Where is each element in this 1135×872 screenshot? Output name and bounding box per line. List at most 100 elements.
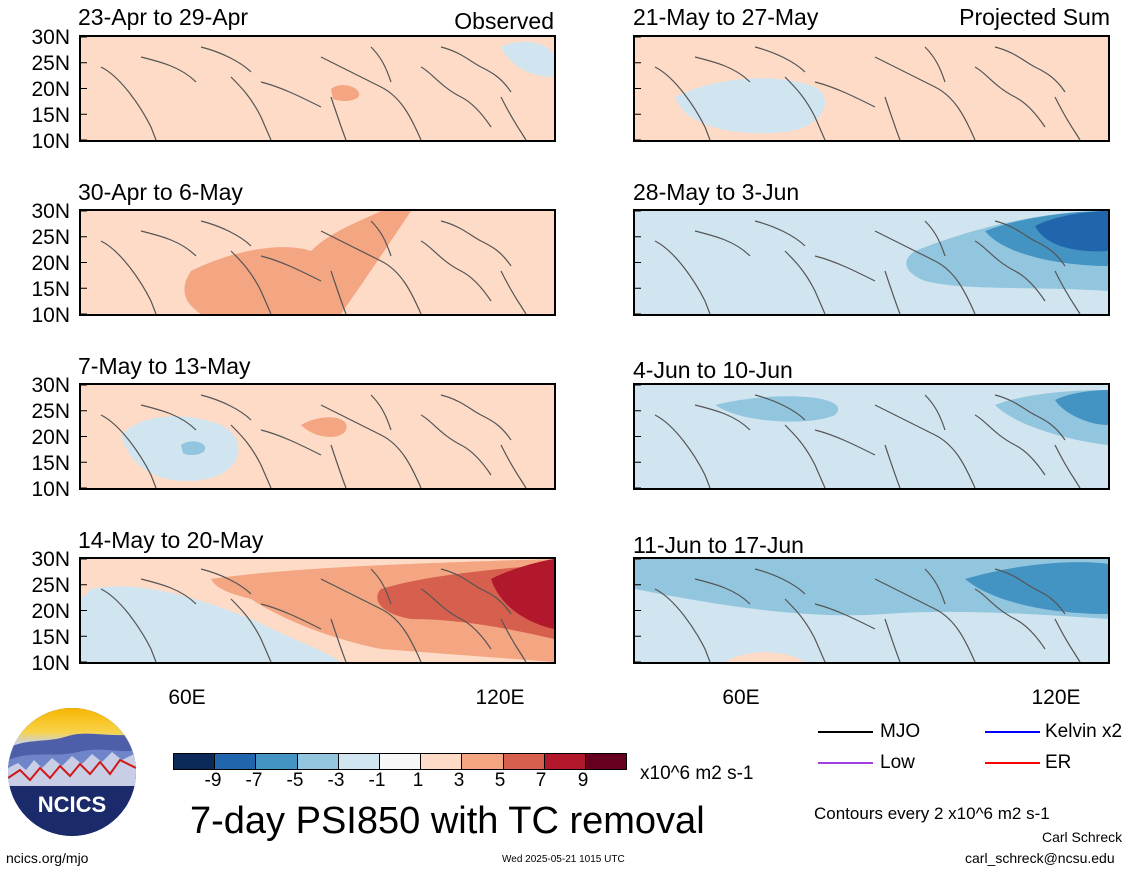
logo-text: NCICS (38, 792, 106, 817)
panel-title: 30-Apr to 6-May (78, 179, 243, 205)
panel-title: 23-Apr to 29-Apr (78, 4, 249, 30)
anomaly-contour-fill (965, 562, 1108, 614)
coastline (814, 81, 876, 108)
lat-label: 30N (31, 200, 70, 223)
anomaly-contour-fill (715, 390, 1108, 445)
colorbar-tick: -1 (368, 770, 386, 791)
anomaly-contour-fill (81, 586, 341, 662)
legend-label-er: ER (1045, 752, 1072, 773)
coastline (754, 394, 806, 421)
coastline (974, 240, 1046, 302)
anomaly-contour-fill (1035, 211, 1108, 252)
map-svg (635, 559, 1108, 662)
colorbar-segment (215, 754, 257, 769)
legend-line-low (818, 762, 873, 764)
coastline (500, 270, 527, 314)
anomaly-contour-fill (181, 441, 206, 455)
panel-title: 7-May to 13-May (78, 353, 251, 379)
coastline (654, 588, 711, 662)
coastline (100, 588, 157, 662)
colorbar-segment (256, 754, 298, 769)
coastline (140, 578, 197, 605)
colorbar-segment (585, 754, 627, 769)
coastline (320, 404, 422, 488)
colorbar-segment (544, 754, 586, 769)
coastline (1054, 618, 1081, 662)
anomaly-contour-fill (1055, 390, 1108, 425)
lat-label: 15N (31, 104, 70, 127)
coastline (924, 394, 946, 431)
map-svg (635, 37, 1108, 140)
coastline (814, 255, 876, 282)
lon-label: 120E (475, 686, 525, 709)
map-svg (81, 385, 554, 488)
coastline (440, 394, 512, 441)
lat-label: 25N (31, 226, 70, 249)
coastline (654, 414, 711, 488)
coastline (320, 56, 422, 140)
lat-label: 15N (31, 626, 70, 649)
coastline (230, 424, 272, 488)
coastline (974, 588, 1046, 650)
panel-title: 11-Jun to 17-Jun (633, 532, 804, 558)
coastline (754, 568, 806, 595)
map-panel (633, 209, 1110, 316)
anomaly-contour-fill (184, 211, 411, 314)
map-panel (633, 557, 1110, 664)
coastline (330, 618, 347, 662)
lat-label: 20N (31, 78, 70, 101)
coastline (320, 230, 422, 314)
map-panel (633, 35, 1110, 142)
coastline (420, 66, 492, 128)
site-link[interactable]: ncics.org/mjo (6, 850, 89, 866)
lat-label: 10N (31, 130, 70, 153)
coastline (200, 394, 252, 421)
coastline (874, 230, 976, 314)
coastline (884, 270, 901, 314)
coastline (420, 588, 492, 650)
coastline (994, 220, 1066, 267)
coastline (260, 603, 322, 630)
lat-label: 15N (31, 452, 70, 475)
map-svg (635, 385, 1108, 488)
coastline (874, 56, 976, 140)
coastline (654, 66, 711, 140)
coastline (260, 255, 322, 282)
email: carl_schreck@ncsu.edu (965, 850, 1115, 866)
coastline (884, 444, 901, 488)
map-svg (81, 211, 554, 314)
lat-label: 30N (31, 548, 70, 571)
coastline (924, 46, 946, 83)
legend-label-low: Low (880, 752, 915, 773)
coastline (100, 240, 157, 314)
coastline (100, 414, 157, 488)
legend-label-mjo: MJO (880, 721, 921, 742)
contour-note: Contours every 2 x10^6 m2 s-1 (814, 804, 1050, 823)
coastline (420, 414, 492, 476)
lon-label: 60E (168, 686, 206, 709)
colorbar-tick: 5 (494, 770, 506, 791)
lat-label: 25N (31, 574, 70, 597)
coastline (784, 250, 826, 314)
coastline (1054, 96, 1081, 140)
coastline (884, 96, 901, 140)
lon-label: 120E (1031, 686, 1081, 709)
coastline (330, 270, 347, 314)
lat-label: 10N (31, 478, 70, 501)
legend-line-kelvin (985, 731, 1040, 733)
coastline (814, 603, 876, 630)
anomaly-contour-fill (725, 652, 805, 662)
anomaly-contour-fill (501, 41, 554, 77)
coastline (500, 618, 527, 662)
map-svg (81, 37, 554, 140)
coastline (974, 414, 1046, 476)
lat-label: 25N (31, 52, 70, 75)
lat-label: 20N (31, 600, 70, 623)
coastline (260, 429, 322, 456)
coastline (784, 598, 826, 662)
anomaly-contour-fill (675, 78, 825, 134)
coastline (1054, 444, 1081, 488)
colorbar-segment (338, 754, 380, 769)
coastline (230, 250, 272, 314)
colorbar-segment (421, 754, 463, 769)
